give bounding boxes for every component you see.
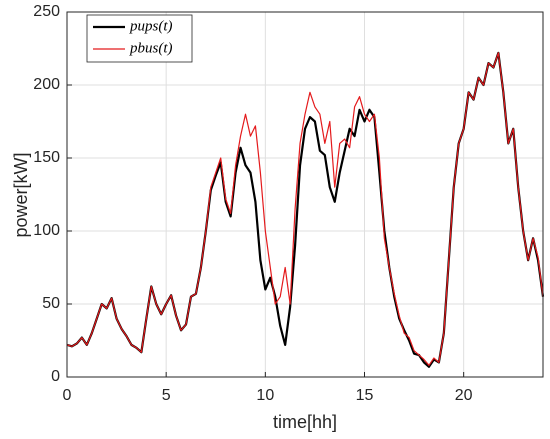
lines xyxy=(66,51,545,368)
plot-area xyxy=(67,12,543,377)
y-tick-label: 150 xyxy=(33,149,60,166)
y-axis-label: power[kW] xyxy=(11,152,31,237)
x-tick-label: 20 xyxy=(455,387,473,404)
legend-label: pups(t) xyxy=(129,18,173,34)
y-tick-label: 200 xyxy=(33,76,60,93)
legend-box xyxy=(86,14,193,63)
y-tick-label: 250 xyxy=(33,3,60,20)
y-tick-label: 50 xyxy=(42,295,60,312)
line-series xyxy=(66,52,544,366)
y-tick-label: 100 xyxy=(33,222,60,239)
y-tick-label: 0 xyxy=(51,368,60,385)
x-tick-label: 15 xyxy=(356,387,374,404)
legend: pups(t) pbus(t) xyxy=(86,14,193,63)
legend-label: pbus(t) xyxy=(129,40,173,56)
x-tick-label: 0 xyxy=(63,387,72,404)
x-axis-label: time[hh] xyxy=(273,412,337,432)
x-tick-label: 5 xyxy=(162,387,171,404)
x-tick-label: 10 xyxy=(256,387,274,404)
axes-frame xyxy=(66,11,544,378)
